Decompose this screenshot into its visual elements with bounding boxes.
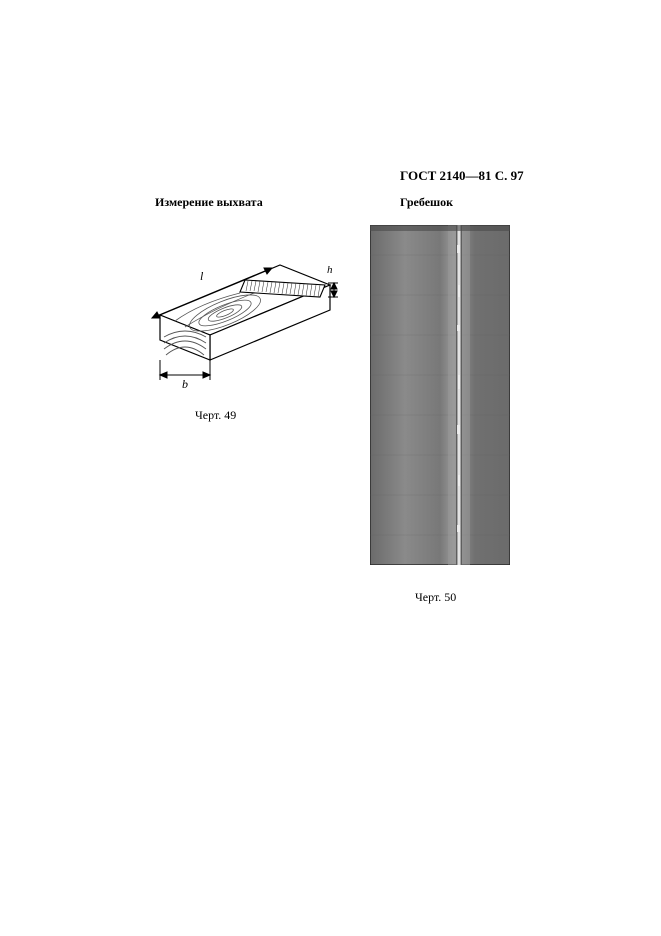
figure-49-diagram: b l h: [130, 225, 340, 405]
figure-49-title: Измерение выхвата: [155, 195, 263, 210]
standard-header: ГОСТ 2140—81 С. 97: [400, 168, 524, 184]
figure-50-title: Гребешок: [400, 195, 453, 210]
dim-label-b: b: [182, 377, 188, 391]
dim-label-h: h: [327, 264, 333, 276]
figure-50-caption: Черт. 50: [415, 590, 456, 605]
figure-50-photo: [370, 225, 510, 565]
page-root: ГОСТ 2140—81 С. 97 Измерение выхвата Гре…: [0, 0, 661, 936]
figure-49-caption: Черт. 49: [195, 408, 236, 423]
dim-label-l: l: [200, 269, 204, 283]
